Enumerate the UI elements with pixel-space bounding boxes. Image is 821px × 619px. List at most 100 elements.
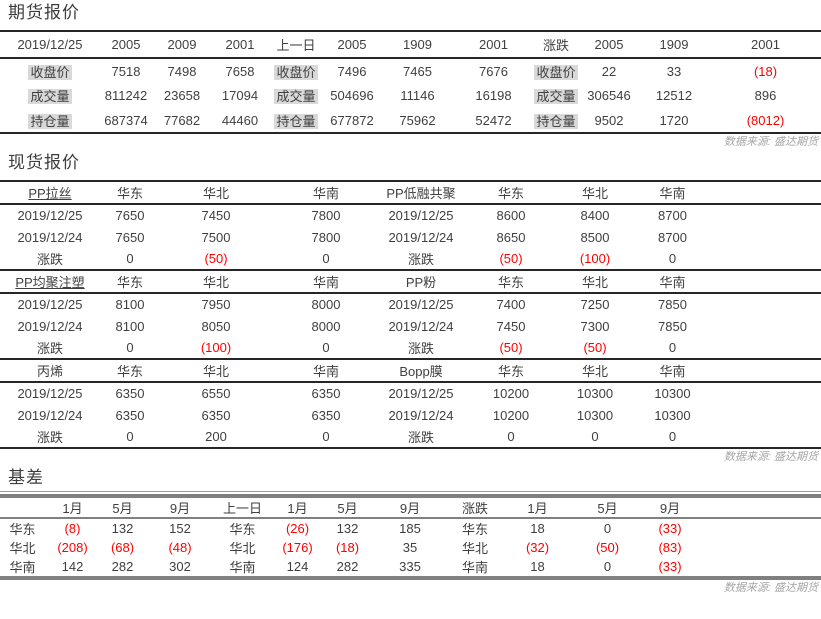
column-header: Bopp膜	[380, 358, 462, 383]
column-header: 华北	[560, 180, 630, 205]
column-header	[0, 494, 45, 519]
value-cell: (8012)	[746, 112, 785, 128]
column-header: 2005	[580, 30, 638, 59]
value-cell: 0	[668, 251, 677, 266]
row-label-cell: 华南	[229, 560, 256, 575]
data-source-note: 数据来源: 盛达期货	[723, 136, 818, 148]
spot-data-row: 涨跌 0 200 0 涨跌 0 0 0	[0, 426, 821, 448]
value-cell: 77682	[163, 112, 201, 128]
spot-data-row: 2019/12/24 8100 8050 8000 2019/12/24 7450 7300…	[0, 315, 821, 337]
row-label-cell	[715, 248, 821, 270]
value-cell: 282	[111, 559, 134, 574]
column-header: 上一日	[268, 30, 324, 59]
row-label-cell: 涨跌	[36, 430, 63, 445]
value-cell: 7450	[496, 318, 526, 334]
column-header: 5月	[325, 494, 370, 519]
row-label-cell: 成交量	[532, 83, 580, 108]
value-cell: 687374	[104, 112, 148, 128]
row-label-cell	[715, 382, 821, 404]
value-cell: 6350	[115, 407, 145, 423]
row-label: 成交量	[28, 89, 72, 104]
column-header: 华南	[630, 180, 715, 205]
value-cell: 7650	[115, 208, 145, 223]
spot-band: 丙烯 华东 华北 华南 Bopp膜 华东 华北 华南 2019/12/25 6350 6550 635…	[0, 358, 821, 448]
row-label-cell: 收盘价	[268, 58, 324, 83]
value-cell: (176)	[282, 540, 313, 555]
column-header: 华东	[462, 269, 560, 294]
value-cell: 75962	[399, 112, 436, 128]
value-cell: 152	[169, 521, 191, 536]
value-cell: 10200	[492, 386, 530, 401]
value-cell: 10300	[576, 407, 614, 423]
value-cell: 306546	[587, 88, 631, 103]
column-header: PP低融共聚	[380, 180, 462, 205]
value-cell: 0	[126, 251, 134, 266]
value-cell: (50)	[204, 251, 228, 266]
value-cell: (100)	[200, 340, 232, 355]
value-cell: 7950	[201, 297, 231, 312]
value-cell: 7800	[311, 229, 341, 245]
column-header: 1909	[380, 30, 455, 59]
value-cell: 0	[668, 429, 677, 444]
value-cell: 7300	[580, 318, 610, 334]
row-label: 收盘价	[28, 64, 72, 80]
futures-quotes-section: 期货报价 2019/12/25 2005 2009 2001 上一日 2005 1909 20…	[0, 2, 821, 149]
section-title-basis: 基差	[0, 467, 821, 492]
row-label-cell: 收盘价	[0, 58, 100, 83]
row-label-cell: 2019/12/25	[388, 208, 454, 223]
row-label-cell: 2019/12/24	[17, 407, 83, 423]
value-cell: (8)	[64, 521, 81, 536]
spot-quotes-section: 现货报价 PP拉丝 华东 华北 华南 PP低融共聚 华东 华北 华南 2019/12/25 765…	[0, 152, 821, 464]
row-label-cell: 2019/12/24	[17, 229, 83, 245]
value-cell: 18	[530, 521, 545, 536]
value-cell: 124	[286, 559, 309, 574]
row-label-cell	[715, 315, 821, 337]
column-header: 9月	[145, 494, 215, 519]
row-label-cell: 2019/12/24	[388, 229, 454, 245]
futures-data-row: 收盘价 7518 7498 7658 收盘价 7496 7465 7676 收盘价 22 33 (18…	[0, 58, 821, 83]
row-label-cell: 华东	[229, 522, 256, 537]
row-label-cell: 成交量	[0, 83, 100, 108]
value-cell: 33	[666, 63, 682, 79]
value-cell: 7850	[658, 297, 687, 312]
value-cell: 7658	[225, 63, 255, 79]
column-header: 华北	[160, 269, 272, 294]
value-cell: 8650	[496, 229, 526, 245]
value-cell: 16198	[475, 88, 512, 103]
value-cell: 12512	[655, 88, 693, 103]
basis-data-row: 华东 (8) 132 152 华东 (26) 132 185 华东 18 0 (33)	[0, 518, 821, 538]
value-cell: 17094	[221, 88, 259, 103]
column-header: 华南	[630, 358, 715, 383]
spot-data-row: 2019/12/24 7650 7500 7800 2019/12/24 8650 8500…	[0, 226, 821, 248]
column-header: 华北	[160, 180, 272, 205]
value-cell: 18	[530, 559, 545, 574]
value-cell: 0	[668, 340, 677, 355]
spot-data-row: 2019/12/25 8100 7950 8000 2019/12/25 7400 7250…	[0, 293, 821, 315]
value-cell: 7650	[115, 229, 145, 245]
row-label-cell: 涨跌	[407, 430, 434, 445]
value-cell: 0	[126, 340, 134, 355]
value-cell: 7800	[311, 208, 341, 223]
column-header: 2005	[100, 30, 152, 59]
row-label-cell: 持仓量	[268, 108, 324, 133]
column-header: 2001	[710, 30, 821, 59]
column-header: 2001	[212, 30, 268, 59]
row-label-cell	[715, 426, 821, 448]
row-label-cell: 涨跌	[36, 252, 63, 267]
value-cell: 6350	[115, 386, 145, 401]
spot-data-row: 涨跌 0 (50) 0 涨跌 (50) (100) 0	[0, 248, 821, 270]
row-label-cell: 华南	[461, 560, 488, 575]
value-cell: 282	[336, 559, 359, 574]
value-cell: 23658	[163, 88, 201, 103]
value-cell: 10300	[654, 407, 691, 423]
basis-data-row: 华北 (208) (68) (48) 华北 (176) (18) 35 华北 (32) (50) (8…	[0, 538, 821, 557]
row-label: 成交量	[534, 89, 578, 104]
row-label-cell: 2019/12/24	[388, 318, 454, 334]
column-header: 9月	[640, 494, 700, 519]
column-header: 1月	[500, 494, 575, 519]
spot-header-row: PP拉丝 华东 华北 华南 PP低融共聚 华东 华北 华南	[0, 180, 821, 205]
data-source-note: 数据来源: 盛达期货	[723, 582, 818, 594]
row-label-cell: 华南	[9, 560, 36, 575]
futures-band: 2019/12/25 2005 2009 2001 上一日 2005 1909 2001 涨跌 2…	[0, 30, 821, 133]
column-header	[700, 494, 821, 519]
